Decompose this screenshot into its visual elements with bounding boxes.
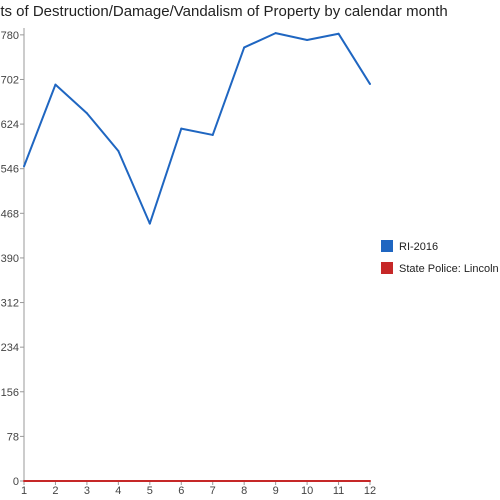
- x-tick-label: 1: [21, 485, 27, 497]
- data-point: [148, 222, 151, 225]
- data-point: [274, 480, 277, 482]
- data-point: [117, 149, 120, 152]
- x-tick-label: 5: [147, 485, 153, 497]
- x-tick-label: 9: [273, 485, 279, 497]
- data-point: [180, 127, 183, 130]
- series-line-1: [23, 32, 371, 225]
- data-point: [180, 480, 183, 482]
- data-point: [211, 133, 214, 136]
- y-tick-label: 780: [1, 30, 19, 42]
- chart-title: nts of Destruction/Damage/Vandalism of P…: [0, 3, 448, 20]
- y-tick-label: 312: [1, 298, 19, 310]
- x-tick-label: 11: [333, 485, 344, 497]
- data-point: [54, 83, 57, 86]
- data-point: [54, 480, 57, 482]
- x-tick-label: 7: [210, 485, 216, 497]
- data-point: [148, 480, 151, 482]
- y-tick-label: 78: [7, 431, 19, 443]
- data-point: [337, 32, 340, 35]
- x-tick-label: 12: [364, 485, 376, 497]
- data-point: [306, 480, 309, 482]
- x-tick-label: 4: [115, 485, 121, 497]
- data-point: [337, 480, 340, 482]
- y-tick-label: 156: [1, 387, 19, 399]
- x-tick-label: 3: [84, 485, 90, 497]
- y-tick-label: 390: [1, 253, 19, 265]
- x-tick-label: 6: [178, 485, 184, 497]
- y-tick-label: 702: [1, 74, 19, 86]
- y-tick-label: 0: [13, 476, 19, 488]
- x-tick-label: 8: [241, 485, 247, 497]
- x-tick-label: 2: [52, 485, 58, 497]
- data-point: [117, 480, 120, 482]
- data-point: [274, 32, 277, 35]
- legend-label: RI-2016: [399, 241, 438, 253]
- y-axis: 0 78 156 234 312 390 468 546 624 702 780: [1, 28, 25, 488]
- data-point: [211, 480, 214, 482]
- legend-swatch: [381, 262, 393, 274]
- y-tick-label: 234: [1, 342, 19, 354]
- y-tick-label: 624: [1, 119, 19, 131]
- data-point: [85, 480, 88, 482]
- legend: RI-2016 State Police: Lincoln: [381, 240, 499, 275]
- data-point: [369, 480, 371, 482]
- data-point: [23, 480, 25, 482]
- legend-label: State Police: Lincoln: [399, 263, 499, 275]
- series-lines: [23, 32, 371, 482]
- data-point: [369, 83, 371, 86]
- data-point: [23, 165, 25, 168]
- y-tick-label: 546: [1, 164, 19, 176]
- y-tick-label: 468: [1, 208, 19, 220]
- legend-swatch: [381, 240, 393, 252]
- data-point: [85, 112, 88, 115]
- data-point: [306, 39, 309, 42]
- x-axis: 1 2 3 4 5 6 7 8 9 10 11 12: [21, 480, 376, 497]
- x-tick-label: 10: [301, 485, 313, 497]
- data-point: [243, 480, 246, 482]
- data-point: [243, 46, 246, 49]
